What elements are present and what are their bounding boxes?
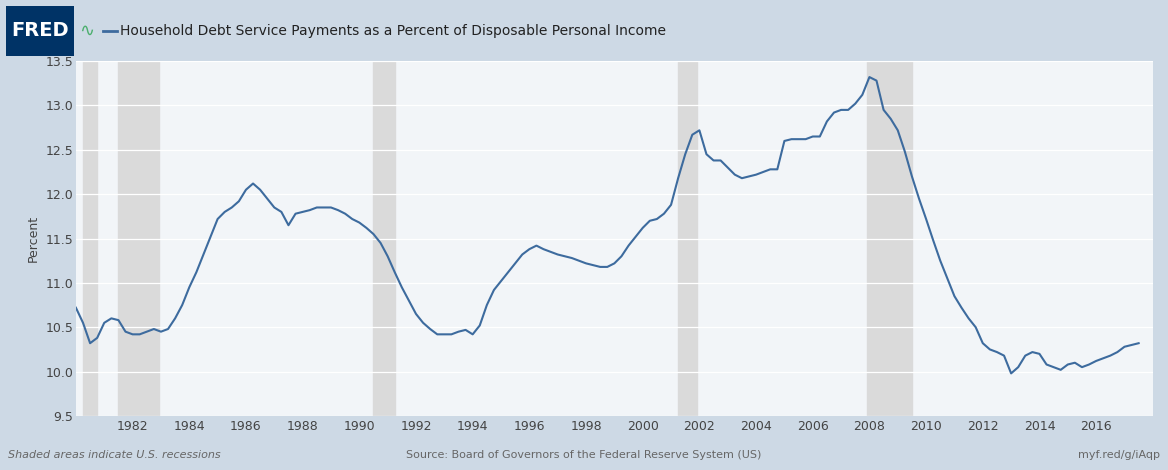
Text: Shaded areas indicate U.S. recessions: Shaded areas indicate U.S. recessions xyxy=(8,450,221,460)
Bar xyxy=(118,61,159,416)
Text: ∿: ∿ xyxy=(79,22,95,39)
Text: Source: Board of Governors of the Federal Reserve System (US): Source: Board of Governors of the Federa… xyxy=(406,450,762,460)
Y-axis label: Percent: Percent xyxy=(27,215,40,262)
Text: FRED: FRED xyxy=(11,21,69,40)
Text: myf.red/g/iAqp: myf.red/g/iAqp xyxy=(1078,450,1160,460)
Bar xyxy=(867,61,912,416)
Bar xyxy=(679,61,697,416)
Bar xyxy=(374,61,395,416)
FancyBboxPatch shape xyxy=(6,6,74,56)
Bar xyxy=(83,61,97,416)
Text: Household Debt Service Payments as a Percent of Disposable Personal Income: Household Debt Service Payments as a Per… xyxy=(120,24,666,38)
